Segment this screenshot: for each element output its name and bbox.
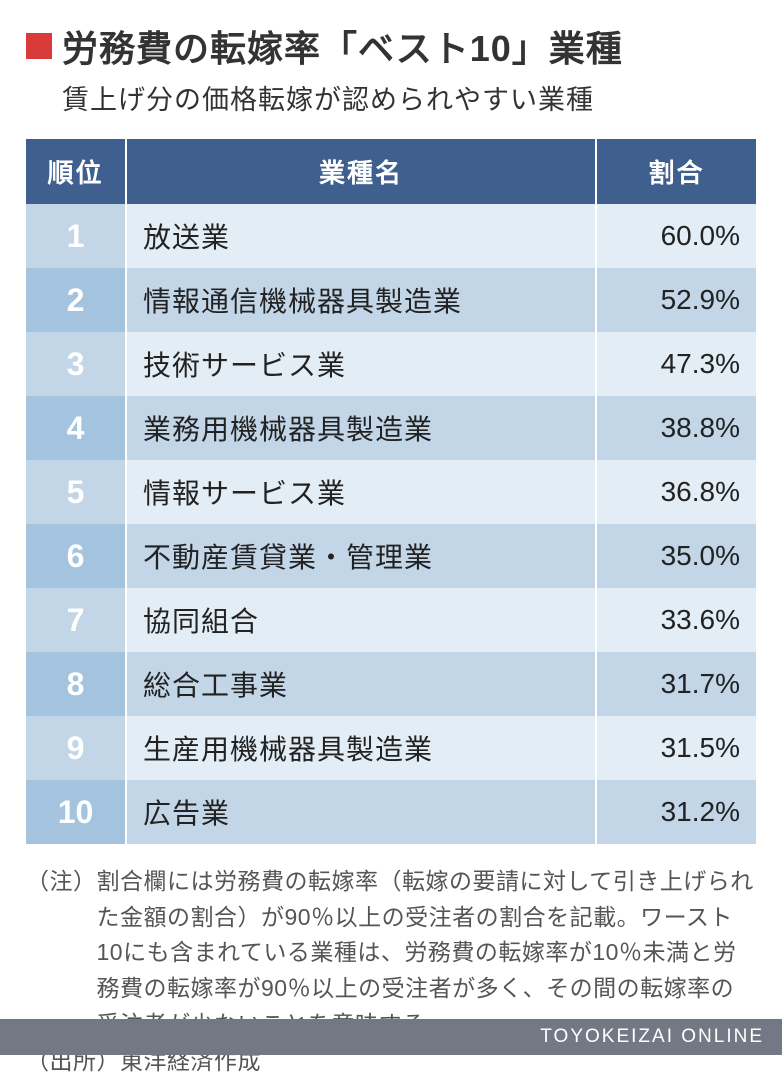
rank-cell: 1 [26, 204, 126, 268]
note-text: 割合欄には労務費の転嫁率（転嫁の要請に対して引き上げられた金額の割合）が90％以… [97, 864, 757, 1042]
rank-cell: 4 [26, 396, 126, 460]
name-cell: 広告業 [126, 780, 596, 844]
rank-cell: 8 [26, 652, 126, 716]
table-row: 3技術サービス業47.3% [26, 332, 756, 396]
table-row: 8総合工事業31.7% [26, 652, 756, 716]
table-header-row: 順位 業種名 割合 [26, 139, 756, 204]
rank-cell: 3 [26, 332, 126, 396]
table-row: 5情報サービス業36.8% [26, 460, 756, 524]
rank-cell: 5 [26, 460, 126, 524]
col-header-name: 業種名 [126, 139, 596, 204]
pct-cell: 31.7% [596, 652, 756, 716]
table-row: 2情報通信機械器具製造業52.9% [26, 268, 756, 332]
name-cell: 業務用機械器具製造業 [126, 396, 596, 460]
name-cell: 協同組合 [126, 588, 596, 652]
page-subtitle: 賃上げ分の価格転嫁が認められやすい業種 [62, 78, 756, 117]
table-row: 10広告業31.2% [26, 780, 756, 844]
page-title: 労務費の転嫁率「ベスト10」業種 [62, 20, 623, 72]
rank-cell: 9 [26, 716, 126, 780]
pct-cell: 31.2% [596, 780, 756, 844]
rank-cell: 7 [26, 588, 126, 652]
pct-cell: 60.0% [596, 204, 756, 268]
table-row: 6不動産賃貸業・管理業35.0% [26, 524, 756, 588]
table-row: 1放送業60.0% [26, 204, 756, 268]
title-marker-icon [26, 33, 52, 59]
pct-cell: 31.5% [596, 716, 756, 780]
pct-cell: 38.8% [596, 396, 756, 460]
table-row: 7協同組合33.6% [26, 588, 756, 652]
rank-cell: 10 [26, 780, 126, 844]
ranking-table: 順位 業種名 割合 1放送業60.0%2情報通信機械器具製造業52.9%3技術サ… [26, 139, 756, 844]
pct-cell: 36.8% [596, 460, 756, 524]
pct-cell: 52.9% [596, 268, 756, 332]
name-cell: 情報通信機械器具製造業 [126, 268, 596, 332]
name-cell: 総合工事業 [126, 652, 596, 716]
table-row: 9生産用機械器具製造業31.5% [26, 716, 756, 780]
name-cell: 不動産賃貸業・管理業 [126, 524, 596, 588]
rank-cell: 2 [26, 268, 126, 332]
rank-cell: 6 [26, 524, 126, 588]
table-row: 4業務用機械器具製造業38.8% [26, 396, 756, 460]
pct-cell: 33.6% [596, 588, 756, 652]
footer-brand: TOYOKEIZAI ONLINE [0, 1019, 782, 1055]
col-header-rank: 順位 [26, 139, 126, 204]
col-header-pct: 割合 [596, 139, 756, 204]
title-row: 労務費の転嫁率「ベスト10」業種 [26, 20, 756, 72]
name-cell: 技術サービス業 [126, 332, 596, 396]
name-cell: 情報サービス業 [126, 460, 596, 524]
name-cell: 放送業 [126, 204, 596, 268]
pct-cell: 35.0% [596, 524, 756, 588]
note-label: （注） [26, 864, 97, 1042]
pct-cell: 47.3% [596, 332, 756, 396]
name-cell: 生産用機械器具製造業 [126, 716, 596, 780]
